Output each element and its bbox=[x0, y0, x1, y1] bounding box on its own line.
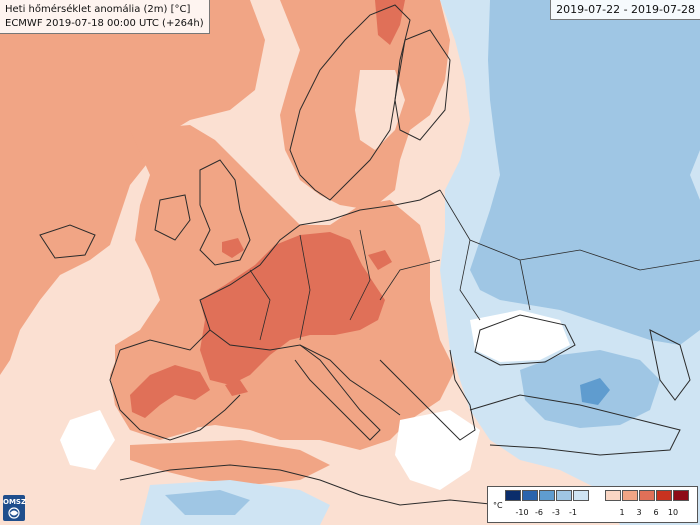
legend-tick-label: 10 bbox=[667, 508, 679, 517]
coastlines bbox=[39, 4, 700, 511]
coastline-continent bbox=[109, 189, 441, 441]
legend-tick-label: -10 bbox=[515, 508, 529, 517]
coastline-blacksea bbox=[474, 314, 576, 366]
legend-unit-label: °C bbox=[493, 501, 503, 510]
coastline-ireland bbox=[154, 194, 191, 241]
legend-swatch-negative bbox=[556, 490, 572, 501]
omsz-logo: OMSZ bbox=[3, 495, 27, 521]
legend-swatch-negative bbox=[573, 490, 589, 501]
legend-tick-label: 6 bbox=[653, 508, 659, 517]
date-range-label: 2019-07-22 - 2019-07-28 bbox=[550, 0, 700, 20]
legend-tick-label: -1 bbox=[569, 508, 577, 517]
legend-swatch-positive bbox=[622, 490, 638, 501]
color-legend: °C -10 -6 -3 -1 1 3 6 10 bbox=[487, 486, 698, 523]
omsz-logo-text: OMSZ bbox=[3, 498, 27, 506]
legend-swatch-positive bbox=[673, 490, 689, 501]
anomaly-zone-africa-blue bbox=[165, 490, 250, 515]
anomaly-zone-east-negative bbox=[470, 0, 700, 345]
coastline-turkey bbox=[469, 394, 681, 456]
anomaly-zone-uk-spot bbox=[222, 238, 244, 258]
anomaly-zone-scandinavia-strong bbox=[375, 0, 405, 45]
borders-east bbox=[249, 189, 700, 341]
anomaly-zone-iberia-strong bbox=[130, 365, 210, 418]
legend-tick-label: 3 bbox=[636, 508, 642, 517]
legend-swatch-positive bbox=[656, 490, 672, 501]
anomaly-zone-poland-spot bbox=[368, 250, 392, 270]
legend-swatch-negative bbox=[539, 490, 555, 501]
coastline-finland bbox=[394, 29, 451, 141]
legend-tick-label: -3 bbox=[552, 508, 560, 517]
coastline-balkans bbox=[379, 349, 476, 441]
model-run-info: ECMWF 2019-07-18 00:00 UTC (+264h) bbox=[5, 18, 204, 29]
anomaly-zone-atlantic-neutral bbox=[60, 410, 115, 470]
anomaly-zone-caspian-strong-negative bbox=[580, 378, 610, 405]
anomaly-zone-baltic-weak bbox=[355, 70, 405, 150]
coastline-caspian bbox=[649, 329, 691, 401]
anomaly-zone-northafrica-positive bbox=[130, 440, 330, 485]
legend-swatch-positive bbox=[605, 490, 621, 501]
logo-emblem-icon bbox=[8, 507, 20, 519]
coastline-uk bbox=[199, 159, 251, 266]
map-title-box: Heti hőmérséklet anomália (2m) [°C] ECMW… bbox=[0, 0, 210, 34]
legend-swatch-negative bbox=[522, 490, 538, 501]
anomaly-zone-france-spot bbox=[225, 380, 248, 396]
coastline-scandinavia bbox=[289, 4, 411, 201]
legend-swatch-negative bbox=[505, 490, 521, 501]
map-title: Heti hőmérséklet anomália (2m) [°C] bbox=[5, 4, 191, 15]
legend-swatch-positive bbox=[639, 490, 655, 501]
anomaly-zone-mediterranean-neutral bbox=[395, 410, 480, 490]
anomaly-zone-atlantic-positive bbox=[0, 0, 265, 375]
anomaly-zone-blacksea-neutral bbox=[470, 310, 570, 362]
legend-tick-label: 1 bbox=[619, 508, 625, 517]
coastline-italy bbox=[294, 344, 381, 441]
coastline-iceland bbox=[39, 224, 96, 259]
legend-tick-label: -6 bbox=[535, 508, 543, 517]
coastline-africa bbox=[119, 464, 561, 511]
